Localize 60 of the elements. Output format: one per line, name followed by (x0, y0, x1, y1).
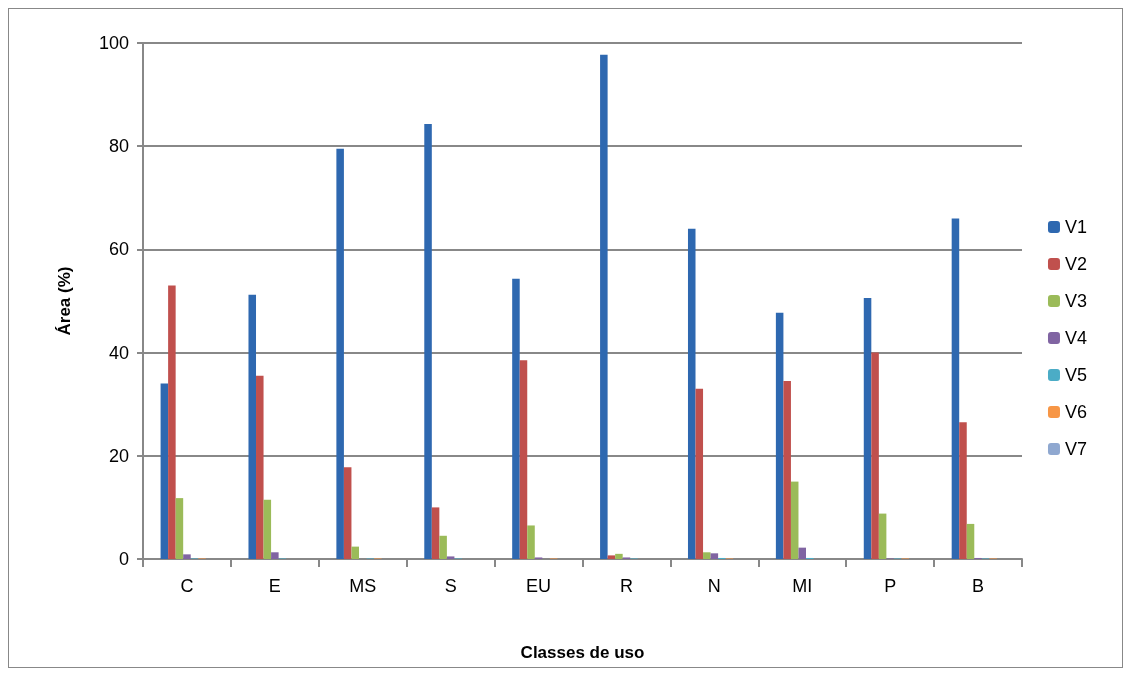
y-tick-label: 0 (118, 549, 129, 569)
bar (710, 553, 719, 559)
bar (790, 481, 799, 559)
y-tick-label: 60 (108, 239, 129, 260)
bar (343, 467, 352, 559)
bar (175, 498, 184, 559)
bar (527, 525, 535, 559)
bar (168, 285, 176, 559)
bar (607, 555, 616, 559)
bar (512, 278, 520, 559)
x-tick-label: EU (526, 576, 552, 596)
y-tick-label: 80 (108, 136, 129, 157)
y-tick-label: 20 (108, 445, 129, 466)
bar (687, 228, 696, 559)
bar (160, 383, 169, 559)
bar (775, 312, 784, 559)
x-tick-label: P (884, 576, 897, 596)
x-tick-label: N (707, 576, 721, 596)
bar (519, 360, 528, 559)
y-axis-title: Área (%) (55, 266, 74, 336)
bar (863, 297, 872, 559)
x-tick-label: E (268, 576, 281, 596)
x-tick-label: MS (349, 576, 377, 596)
x-tick-label: S (444, 576, 457, 596)
legend-label: V1 (1064, 217, 1088, 237)
bar (783, 380, 791, 559)
bar (871, 352, 879, 559)
legend-label: V2 (1064, 254, 1088, 274)
bar (424, 124, 432, 559)
bar (248, 294, 257, 559)
bar (959, 422, 967, 559)
bar (263, 499, 272, 559)
y-tick-label: 40 (108, 342, 129, 363)
bar (439, 535, 447, 559)
x-axis-title: Classes de uso (520, 643, 645, 662)
bar (183, 554, 191, 559)
bar (966, 523, 975, 559)
bar (798, 547, 807, 559)
bar (615, 553, 623, 559)
bar (878, 513, 887, 559)
bar (951, 218, 960, 559)
bar (271, 552, 279, 559)
legend-label: V4 (1064, 328, 1088, 348)
bar (256, 375, 264, 559)
bar (600, 54, 608, 559)
bar (703, 552, 711, 559)
bar (695, 388, 704, 559)
x-tick-label: B (972, 576, 985, 596)
bar (351, 546, 359, 559)
x-tick-label: MI (792, 576, 813, 596)
bar (431, 507, 440, 559)
legend-label: V7 (1064, 439, 1088, 459)
y-tick-label: 100 (98, 33, 129, 53)
x-tick-label: R (619, 576, 633, 596)
bar (446, 556, 455, 559)
legend-label: V6 (1064, 402, 1088, 422)
legend-label: V3 (1064, 291, 1088, 311)
legend-label: V5 (1064, 365, 1088, 385)
x-tick-label: C (180, 576, 194, 596)
bar (336, 148, 344, 559)
